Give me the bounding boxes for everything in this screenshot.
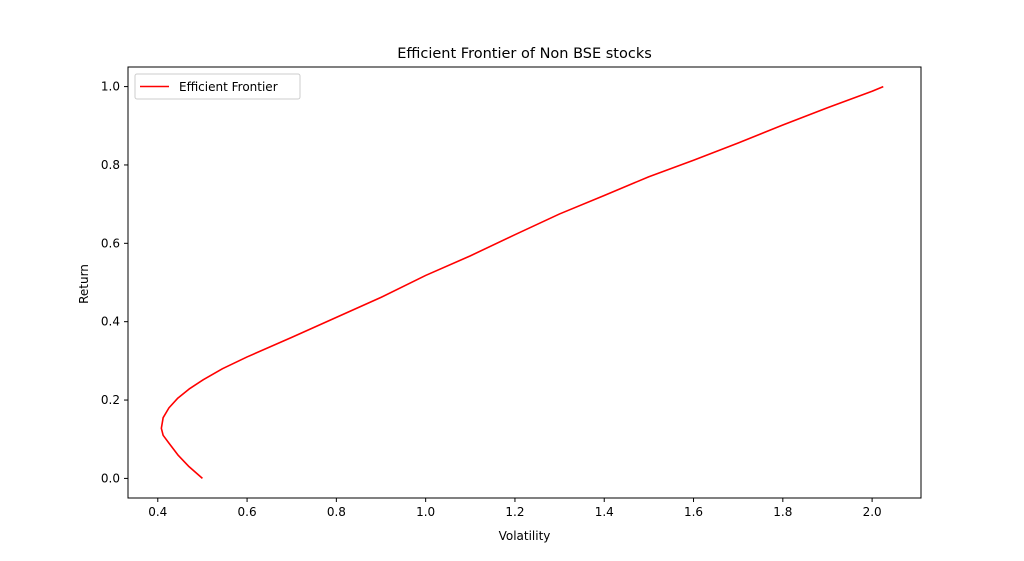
y-tick-label: 0.2	[101, 393, 120, 407]
y-tick-label: 0.4	[101, 315, 120, 329]
x-axis-label: Volatility	[499, 529, 551, 543]
legend: Efficient Frontier	[134, 73, 301, 100]
y-tick-label: 1.0	[101, 80, 120, 94]
x-tick-label: 0.6	[238, 505, 257, 519]
chart-title: Efficient Frontier of Non BSE stocks	[397, 46, 652, 62]
legend-label-efficient-frontier: Efficient Frontier	[179, 80, 278, 94]
y-tick-label: 0.0	[101, 471, 120, 485]
series-layer	[160, 85, 884, 480]
x-tick-label: 1.8	[773, 505, 792, 519]
x-tick-label: 0.4	[148, 505, 167, 519]
y-axis-ticks: 0.0 0.2 0.4 0.6 0.8 1.0	[101, 80, 128, 485]
series-line-efficient-frontier	[160, 85, 884, 480]
y-tick-label: 0.6	[101, 236, 120, 250]
x-tick-label: 1.0	[416, 505, 435, 519]
x-axis-ticks: 0.4 0.6 0.8 1.0 1.2 1.4 1.6 1.8 2.0	[148, 498, 882, 519]
x-tick-label: 1.6	[684, 505, 703, 519]
y-tick-label: 0.8	[101, 158, 120, 172]
x-tick-label: 0.8	[327, 505, 346, 519]
x-tick-label: 1.2	[505, 505, 524, 519]
x-tick-label: 1.4	[595, 505, 614, 519]
legend-box	[134, 73, 301, 100]
y-axis-label: Return	[77, 264, 91, 304]
x-tick-label: 2.0	[863, 505, 882, 519]
plot-frame	[127, 66, 922, 499]
plot-area	[128, 67, 921, 498]
